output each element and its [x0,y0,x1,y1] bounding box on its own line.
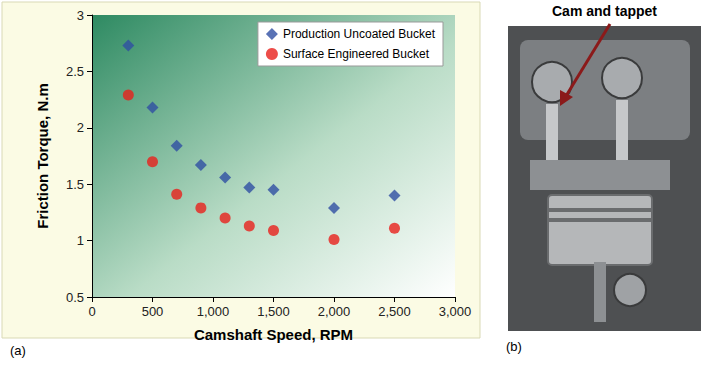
svg-text:Cam and tappet: Cam and tappet [552,3,657,19]
svg-text:2.5: 2.5 [66,64,84,79]
svg-text:1,000: 1,000 [197,304,230,319]
svg-text:1: 1 [77,233,84,248]
svg-text:3,000: 3,000 [439,304,472,319]
svg-text:2,000: 2,000 [318,304,351,319]
svg-text:1,500: 1,500 [257,304,290,319]
svg-text:Camshaft Speed, RPM: Camshaft Speed, RPM [194,326,353,343]
svg-text:500: 500 [142,304,164,319]
svg-text:3: 3 [77,8,84,23]
svg-text:0: 0 [88,304,95,319]
svg-text:(b): (b) [506,339,522,354]
svg-text:(a): (a) [10,343,26,358]
svg-text:2: 2 [77,120,84,135]
svg-text:0.5: 0.5 [66,290,84,305]
svg-text:2,500: 2,500 [378,304,411,319]
svg-text:1.5: 1.5 [66,177,84,192]
svg-text:Surface Engineered Bucket: Surface Engineered Bucket [283,47,430,61]
svg-text:Production Uncoated Bucket: Production Uncoated Bucket [283,27,436,41]
svg-text:Friction Torque, N.m: Friction Torque, N.m [34,83,51,229]
